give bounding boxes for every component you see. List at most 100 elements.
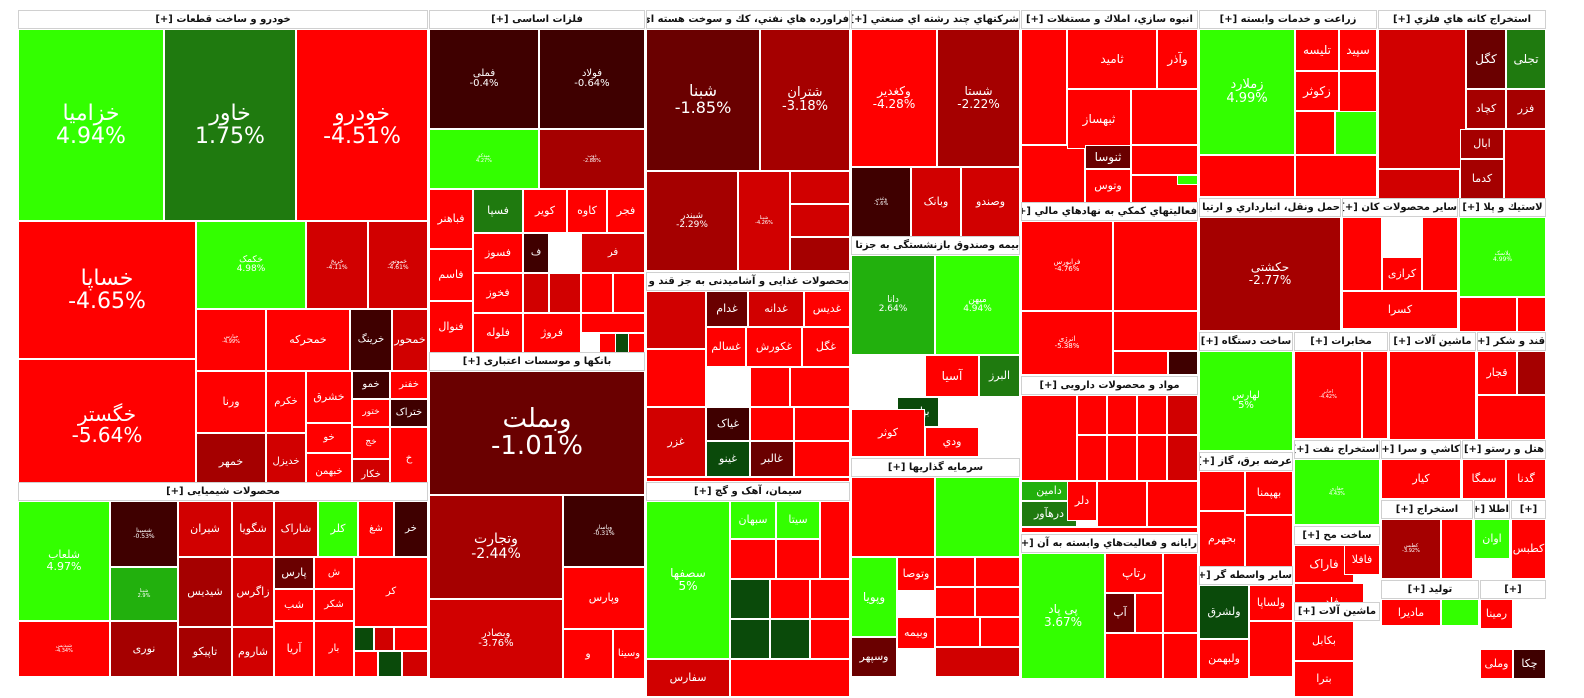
stock-cell[interactable]: [1147, 481, 1198, 527]
stock-cell[interactable]: [750, 367, 790, 407]
stock-cell[interactable]: کسرا: [1342, 291, 1458, 329]
stock-cell[interactable]: و: [563, 629, 613, 679]
stock-cell[interactable]: پی پاد 3.67%: [1021, 553, 1105, 679]
stock-cell[interactable]: [1295, 111, 1335, 155]
stock-cell[interactable]: [646, 477, 850, 482]
stock-cell[interactable]: [1097, 481, 1147, 527]
stock-cell[interactable]: پلاسک 4.99%: [1459, 217, 1546, 297]
stock-cell[interactable]: فافلا: [1344, 545, 1380, 575]
stock-cell[interactable]: [750, 407, 794, 441]
stock-cell[interactable]: ورنا: [196, 371, 266, 433]
sector-header[interactable]: ساير واسطه گر [+]: [1199, 566, 1293, 585]
stock-cell[interactable]: شاراک: [274, 501, 318, 557]
stock-cell[interactable]: [1021, 527, 1198, 533]
stock-cell[interactable]: [1077, 435, 1107, 481]
stock-cell[interactable]: کیار: [1381, 459, 1461, 499]
stock-cell[interactable]: [1342, 217, 1382, 291]
stock-cell[interactable]: فاسم: [429, 249, 473, 301]
stock-cell[interactable]: کطبس -3.92%: [1381, 519, 1441, 579]
stock-cell[interactable]: تجلی: [1506, 29, 1546, 89]
stock-cell[interactable]: آپ: [1105, 593, 1135, 633]
stock-cell[interactable]: فر: [581, 233, 645, 273]
stock-cell[interactable]: [613, 273, 645, 313]
stock-cell[interactable]: [790, 367, 850, 407]
stock-cell[interactable]: پارس: [274, 557, 314, 589]
sector-header[interactable]: قند و شكر [+]: [1477, 332, 1546, 351]
stock-cell[interactable]: خج: [352, 427, 390, 459]
stock-cell[interactable]: خساپا -4.65%: [18, 221, 196, 359]
stock-cell[interactable]: میدکو 4.27%: [429, 129, 539, 189]
sector-header[interactable]: انبوه سازي، املاك و مستغلات [+]: [1021, 10, 1198, 29]
sector-header[interactable]: تولید [+]: [1381, 580, 1479, 599]
stock-cell[interactable]: خودرو -4.51%: [296, 29, 428, 221]
stock-cell[interactable]: غزر: [646, 407, 706, 477]
stock-cell[interactable]: [1199, 155, 1295, 197]
stock-cell[interactable]: کر: [354, 557, 428, 627]
stock-cell[interactable]: [1168, 351, 1198, 375]
stock-cell[interactable]: [1295, 155, 1377, 197]
stock-cell[interactable]: خپارس -4.99%: [196, 309, 266, 371]
stock-cell[interactable]: وملی: [1480, 649, 1513, 679]
stock-cell[interactable]: [935, 587, 975, 617]
stock-cell[interactable]: چکا: [1513, 649, 1546, 679]
stock-cell[interactable]: غدام: [706, 291, 748, 327]
stock-cell[interactable]: ابال: [1460, 129, 1504, 159]
stock-cell[interactable]: فلوله: [473, 313, 523, 353]
stock-cell[interactable]: حکشتی -2.77%: [1199, 217, 1341, 331]
stock-cell[interactable]: کرازی: [1382, 257, 1422, 291]
sector-header[interactable]: كاشي و سرا [+]: [1381, 440, 1461, 459]
stock-cell[interactable]: خو: [306, 423, 352, 453]
sector-header[interactable]: رایانه و فعالیت‌هاي وابسته به آن [+]: [1021, 534, 1198, 553]
sector-header[interactable]: ساير محصولات كان [+]: [1342, 198, 1458, 217]
stock-cell[interactable]: آریا: [274, 621, 314, 677]
stock-cell[interactable]: حفاری 4.43%: [1294, 459, 1380, 525]
stock-cell[interactable]: شسینا -0.53%: [110, 501, 178, 567]
stock-cell[interactable]: خشرق: [306, 371, 352, 423]
stock-cell[interactable]: کگل: [1466, 29, 1506, 89]
stock-cell[interactable]: اوان: [1474, 519, 1510, 559]
stock-cell[interactable]: [1113, 351, 1168, 375]
stock-cell[interactable]: [1131, 145, 1198, 175]
stock-cell[interactable]: ف: [523, 233, 549, 273]
sector-header[interactable]: عرضه برق، گاز [+]: [1199, 452, 1293, 471]
stock-cell[interactable]: قجار: [1477, 351, 1517, 395]
stock-cell[interactable]: [646, 349, 706, 407]
stock-cell[interactable]: [1131, 89, 1198, 145]
stock-cell[interactable]: وپویا: [851, 557, 897, 637]
stock-cell[interactable]: [1021, 29, 1067, 145]
stock-cell[interactable]: خرینگ: [350, 309, 392, 371]
stock-cell[interactable]: تاپیکو: [178, 627, 232, 677]
stock-cell[interactable]: [851, 477, 935, 557]
stock-cell[interactable]: ثامید: [1067, 29, 1157, 89]
stock-cell[interactable]: ختراک: [390, 399, 428, 427]
stock-cell[interactable]: فنوال: [429, 301, 473, 353]
stock-cell[interactable]: شاروم: [232, 627, 274, 677]
stock-cell[interactable]: شتران -3.18%: [760, 29, 850, 171]
stock-cell[interactable]: [394, 627, 428, 651]
stock-cell[interactable]: وغدیر -1.6%: [851, 167, 911, 237]
stock-cell[interactable]: [1105, 633, 1163, 679]
stock-cell[interactable]: [810, 579, 850, 619]
sector-header[interactable]: خودرو و ساخت قطعات [+]: [18, 10, 428, 29]
stock-cell[interactable]: [1378, 29, 1466, 169]
stock-cell[interactable]: شستا -2.22%: [937, 29, 1020, 167]
stock-cell[interactable]: سفارس: [646, 659, 730, 697]
sector-header[interactable]: سیمان، آهک و گچ [+]: [646, 482, 850, 501]
stock-cell[interactable]: خر: [394, 501, 428, 557]
stock-cell[interactable]: [646, 291, 706, 349]
stock-cell[interactable]: میهن 4.94%: [935, 255, 1020, 355]
stock-cell[interactable]: [790, 204, 850, 237]
stock-cell[interactable]: [1517, 351, 1546, 395]
stock-cell[interactable]: ذوب -2.88%: [539, 129, 645, 189]
stock-cell[interactable]: رمینا: [1480, 599, 1513, 629]
stock-cell[interactable]: بجهرم: [1199, 511, 1245, 567]
stock-cell[interactable]: دلر: [1067, 481, 1097, 521]
stock-cell[interactable]: [730, 659, 850, 697]
stock-cell[interactable]: [1441, 519, 1473, 579]
stock-cell[interactable]: [378, 651, 402, 677]
stock-cell[interactable]: [810, 619, 850, 659]
sector-header[interactable]: هتل و رستو [+]: [1462, 440, 1546, 459]
stock-cell[interactable]: [1167, 435, 1198, 481]
stock-cell[interactable]: [1077, 395, 1107, 435]
stock-cell[interactable]: [1459, 297, 1517, 332]
